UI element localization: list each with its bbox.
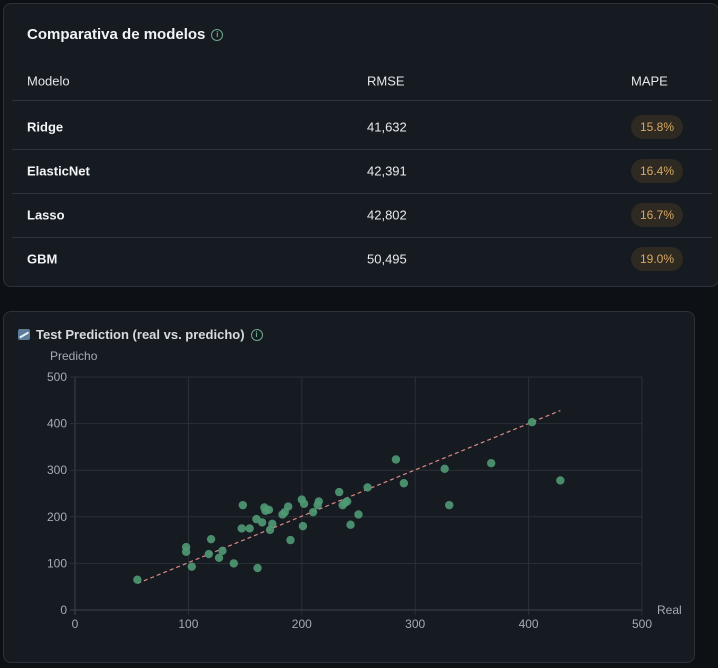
scatter-point[interactable] — [268, 519, 277, 528]
table-header: Modelo RMSE MAPE — [12, 62, 712, 101]
scatter-point[interactable] — [229, 559, 238, 568]
scatter-point[interactable] — [527, 418, 537, 427]
scatter-point[interactable] — [440, 464, 449, 474]
chart-grid — [70, 376, 643, 615]
x-tick-label: 0 — [72, 617, 79, 631]
y-tick-label: 300 — [47, 463, 67, 477]
rmse-value: 42,391 — [367, 163, 407, 179]
data-points — [133, 418, 565, 584]
scatter-point[interactable] — [354, 510, 363, 519]
scatter-point[interactable] — [206, 534, 216, 544]
y-axis-label: Predicho — [50, 349, 98, 363]
reference-line-group — [137, 409, 561, 584]
scatter-point[interactable] — [238, 500, 248, 510]
scatter-point[interactable] — [342, 497, 352, 506]
scatter-point[interactable] — [335, 487, 344, 497]
scatter-point[interactable] — [486, 459, 496, 468]
scatter-point[interactable] — [299, 499, 309, 508]
scatter-point[interactable] — [214, 553, 224, 563]
scatter-point[interactable] — [286, 535, 295, 545]
x-axis-label: Real — [657, 603, 682, 617]
y-tick-label: 200 — [47, 510, 67, 524]
model-name: Lasso — [27, 207, 65, 223]
rmse-value: 50,495 — [367, 251, 407, 267]
info-icon[interactable]: i — [250, 328, 263, 341]
mape-badge: 15.8% — [631, 115, 684, 139]
x-tick-label: 500 — [632, 617, 652, 631]
column-header-mape[interactable]: MAPE — [631, 73, 668, 89]
column-header-rmse[interactable]: RMSE — [367, 73, 405, 89]
scatter-point[interactable] — [253, 563, 262, 573]
scatter-point[interactable] — [237, 524, 246, 533]
scatter-point[interactable] — [204, 549, 214, 559]
scatter-point[interactable] — [445, 500, 454, 510]
x-tick-label: 100 — [178, 617, 198, 631]
table-row: Lasso 42,802 16.7% — [12, 193, 712, 238]
scatter-point[interactable] — [245, 524, 254, 533]
model-name: ElasticNet — [27, 163, 90, 179]
chart-ticks: 0 100 200 300 400 500 0 100 200 300 400 500 — [47, 370, 652, 631]
y-tick-label: 100 — [47, 556, 67, 570]
model-name: Ridge — [27, 119, 64, 135]
x-tick-label: 300 — [405, 617, 425, 631]
chart-increasing-icon — [18, 329, 30, 340]
mape-badge: 16.7% — [631, 203, 684, 227]
scatter-point[interactable] — [391, 455, 401, 464]
y-tick-label: 500 — [47, 370, 67, 384]
table-row: ElasticNet 42,391 16.4% — [12, 149, 712, 194]
table-row: Ridge 41,632 15.8% — [12, 105, 712, 150]
scatter-point[interactable] — [308, 507, 318, 517]
scatter-point[interactable] — [346, 520, 355, 529]
scatter-point[interactable] — [283, 502, 293, 511]
scatter-point[interactable] — [399, 479, 409, 488]
model-comparison-card: Comparativa de modelos i Modelo RMSE MAP… — [3, 3, 718, 287]
model-name: GBM — [27, 251, 58, 267]
rmse-value: 41,632 — [367, 119, 407, 135]
column-header-model[interactable]: Modelo — [27, 73, 70, 89]
scatter-point[interactable] — [257, 518, 267, 527]
scatter-point[interactable] — [218, 546, 227, 556]
scatter-point[interactable] — [556, 476, 565, 485]
y-tick-label: 0 — [60, 603, 67, 617]
scatter-point[interactable] — [133, 575, 142, 584]
y-tick-label: 400 — [47, 417, 67, 431]
test-prediction-title-text: Test Prediction (real vs. predicho) — [36, 327, 245, 342]
table-row: GBM 50,495 19.0% — [12, 237, 712, 281]
scatter-point[interactable] — [298, 521, 308, 531]
scatter-point[interactable] — [363, 483, 372, 492]
x-tick-label: 400 — [519, 617, 539, 631]
scatter-point[interactable] — [314, 497, 324, 506]
scatter-point[interactable] — [264, 505, 274, 515]
model-comparison-title-text: Comparativa de modelos — [27, 26, 206, 43]
rmse-value: 42,802 — [367, 207, 407, 223]
scatter-point[interactable] — [181, 547, 191, 556]
x-tick-label: 200 — [292, 617, 312, 631]
reference-line — [137, 409, 561, 584]
scatter-point[interactable] — [187, 562, 197, 571]
mape-badge: 19.0% — [631, 247, 684, 271]
info-icon[interactable]: i — [211, 28, 224, 41]
test-prediction-title: Test Prediction (real vs. predicho) i — [18, 327, 263, 342]
scatter-chart: 0 100 200 300 400 500 0 100 200 300 400 500 Predich… — [47, 349, 682, 631]
test-prediction-card: 0 100 200 300 400 500 0 100 200 300 400 500 Predich… — [3, 311, 695, 663]
model-comparison-title: Comparativa de modelos i — [27, 26, 224, 43]
mape-badge: 16.4% — [631, 159, 684, 183]
